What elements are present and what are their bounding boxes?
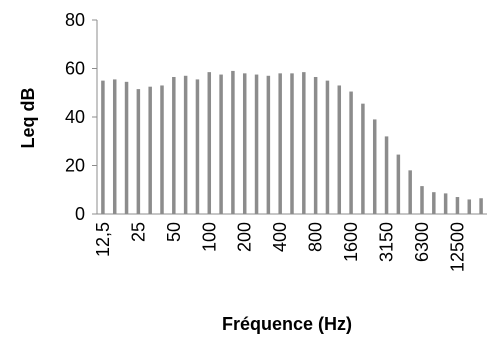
bar-16000 <box>467 199 472 214</box>
bar-250 <box>254 74 259 214</box>
bar-8000 <box>432 192 436 214</box>
x-tick-label: 800 <box>306 222 326 252</box>
bar-80 <box>195 79 200 214</box>
bar-25 <box>136 89 141 214</box>
bar-20000 <box>479 198 483 214</box>
bar-10000 <box>443 193 448 214</box>
y-tick-label: 20 <box>65 156 85 176</box>
x-tick-label: 1600 <box>341 222 361 262</box>
bar-3150 <box>384 136 389 214</box>
y-axis: 0 20 40 60 80 <box>65 10 98 224</box>
bar-125 <box>219 74 223 214</box>
bar-1000 <box>325 80 330 215</box>
bar-50 <box>172 76 176 215</box>
bar-12500 <box>455 197 460 214</box>
bar-4000 <box>396 154 401 214</box>
x-tick-label: 12,5 <box>93 222 113 257</box>
bar-6300 <box>420 186 424 214</box>
bar-200 <box>242 73 247 214</box>
x-tick-label: 50 <box>164 222 184 242</box>
y-tick-label: 80 <box>65 10 85 30</box>
bar-1250 <box>337 85 342 214</box>
bar-100 <box>207 72 212 214</box>
x-tick-label: 400 <box>270 222 290 252</box>
x-tick-label: 3150 <box>377 222 397 262</box>
bar-40 <box>160 85 164 214</box>
bar-63 <box>183 75 188 214</box>
x-tick-label: 12500 <box>447 222 467 272</box>
x-tick-label: 200 <box>235 222 255 252</box>
bar-500 <box>290 73 294 214</box>
y-tick-label: 60 <box>65 59 85 79</box>
bar-400 <box>278 73 282 214</box>
y-axis-title: Leq dB <box>18 88 38 149</box>
bar-315 <box>266 75 271 214</box>
x-axis-title: Fréquence (Hz) <box>222 314 352 334</box>
bar-2000 <box>361 103 365 214</box>
bar-12,5 <box>101 80 105 215</box>
y-tick-label: 0 <box>75 204 85 224</box>
bar-630 <box>302 72 306 214</box>
bar-160 <box>231 70 235 214</box>
bar-5000 <box>408 170 412 214</box>
bar-2500 <box>372 119 377 214</box>
x-tick-label: 6300 <box>412 222 432 262</box>
x-tick-label: 100 <box>199 222 219 252</box>
x-tick-label: 25 <box>128 222 148 242</box>
bar-800 <box>313 76 318 215</box>
bar-16 <box>112 79 117 214</box>
x-axis: 12,5 25 50 100 200 400 800 1600 3150 6300 12500 <box>93 213 487 272</box>
bar-31,5 <box>148 86 152 214</box>
bar-1600 <box>349 91 353 214</box>
y-tick-label: 40 <box>65 107 85 127</box>
bars <box>101 70 483 215</box>
bar-20 <box>124 81 129 214</box>
